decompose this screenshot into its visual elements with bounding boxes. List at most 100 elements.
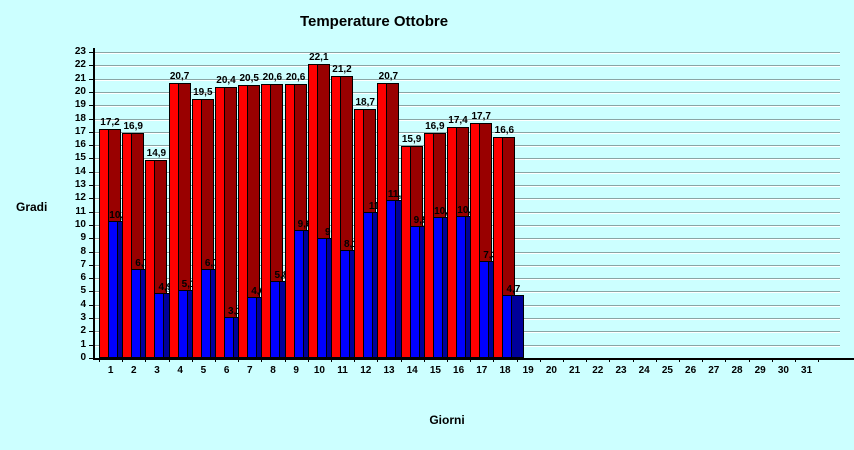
bar-min-highlight (225, 317, 234, 357)
data-label-min-day-11: 8,1 (344, 239, 358, 251)
gridline (94, 91, 840, 93)
x-axis-tick (470, 358, 472, 362)
y-tick-label: 14 (74, 165, 86, 177)
x-axis-tick (377, 358, 379, 362)
x-tick-label: 9 (293, 365, 299, 376)
y-axis-tick (89, 171, 94, 173)
bar-min-highlight (503, 296, 513, 357)
bar-min-highlight (387, 200, 397, 357)
y-tick-label: 18 (74, 112, 86, 124)
x-tick-label: 12 (360, 365, 372, 376)
x-axis-tick (99, 358, 100, 362)
x-tick-label: 2 (131, 365, 137, 376)
x-tick-label: 21 (569, 365, 581, 376)
y-tick-label: 4 (80, 298, 86, 310)
y-axis-tick (89, 158, 94, 160)
y-tick-label: 15 (74, 152, 86, 164)
data-label-max-day-4: 20,7 (169, 70, 190, 82)
x-axis-tick (609, 358, 611, 362)
x-tick-label: 30 (777, 365, 789, 376)
bar-max-highlight (123, 134, 133, 357)
y-tick-label: 2 (80, 325, 86, 337)
x-axis-tick (493, 358, 495, 362)
bar-min-day-18 (502, 295, 525, 358)
bar-max-day-4 (168, 82, 191, 358)
x-tick-label: 22 (592, 365, 604, 376)
x-tick-label: 13 (383, 365, 395, 376)
y-tick-label: 1 (80, 338, 86, 350)
y-tick-label: 6 (80, 272, 86, 284)
y-axis-tick (89, 278, 94, 280)
x-axis-tick (122, 358, 124, 362)
bar-min-highlight (155, 293, 165, 357)
bar-min-highlight (201, 269, 211, 357)
y-tick-label: 9 (80, 232, 86, 244)
bar-max-highlight (262, 84, 272, 357)
bar-max-highlight (192, 99, 202, 357)
x-tick-label: 10 (313, 365, 325, 376)
gridline (94, 105, 840, 107)
x-tick-label: 5 (200, 365, 207, 376)
x-axis-tick (191, 358, 193, 362)
data-label-max-day-7: 20,5 (239, 73, 259, 85)
y-tick-label: 13 (74, 179, 86, 191)
data-label-min-day-2: 6,7 (135, 257, 150, 269)
bar-max-highlight (216, 87, 225, 357)
data-label-max-day-8: 20,6 (262, 71, 283, 83)
x-tick-label: 1 (107, 365, 114, 376)
y-axis-tick (89, 224, 94, 226)
y-axis-tick (89, 291, 94, 293)
bar-min-highlight (271, 281, 281, 357)
x-axis-tick (725, 358, 727, 362)
bar-min-highlight (364, 212, 374, 357)
x-tick-label: 23 (615, 365, 627, 376)
bar-min-highlight (294, 231, 304, 357)
data-label-min-day-12: 11 (368, 200, 380, 212)
bar-min-highlight (480, 261, 490, 357)
x-axis-tick (632, 358, 634, 362)
y-tick-label: 11 (75, 205, 86, 217)
x-tick-label: 29 (754, 365, 766, 376)
y-tick-label: 17 (74, 125, 86, 137)
x-tick-label: 28 (731, 365, 743, 376)
data-label-max-day-15: 16,9 (425, 121, 445, 133)
y-axis-tick (89, 78, 94, 80)
data-label-min-day-9: 9,6 (297, 219, 312, 231)
y-axis-tick (89, 264, 94, 266)
x-axis-tick (748, 358, 750, 362)
bar-max-highlight (471, 123, 481, 357)
bar-min-highlight (178, 291, 188, 357)
x-axis-tick (238, 358, 240, 362)
y-axis-tick (89, 118, 94, 120)
y-tick-label: 21 (74, 72, 86, 84)
bar-max-day-6 (215, 86, 237, 358)
y-axis-tick (89, 198, 94, 200)
x-tick-label: 17 (476, 365, 488, 376)
x-axis-tick (261, 358, 263, 362)
x-axis-line (93, 358, 854, 360)
x-tick-label: 27 (708, 365, 720, 376)
y-axis-tick (89, 145, 94, 147)
bar-max-highlight (169, 83, 179, 357)
bar-max-highlight (308, 64, 318, 357)
data-label-min-day-4: 5,1 (181, 279, 196, 291)
x-tick-label: 18 (499, 365, 511, 376)
data-label-min-day-5: 6,7 (204, 257, 219, 269)
x-tick-label: 8 (270, 365, 276, 376)
data-label-max-day-5: 19,5 (193, 86, 213, 98)
y-axis-tick (89, 318, 94, 320)
data-label-max-day-2: 16,9 (123, 121, 143, 133)
x-tick-label: 6 (223, 365, 230, 376)
x-tick-label: 15 (429, 365, 441, 376)
x-tick-label: 20 (545, 365, 557, 376)
data-label-min-day-18: 4,7 (506, 284, 521, 296)
x-axis-title: Giorni (429, 413, 465, 427)
y-tick-label: 7 (80, 258, 86, 270)
y-axis-tick (89, 105, 94, 107)
x-axis-tick (771, 358, 773, 362)
data-label-max-day-13: 20,7 (378, 70, 399, 82)
x-axis-tick (400, 358, 402, 362)
bar-min-highlight (248, 297, 258, 357)
x-axis-tick (447, 358, 448, 362)
